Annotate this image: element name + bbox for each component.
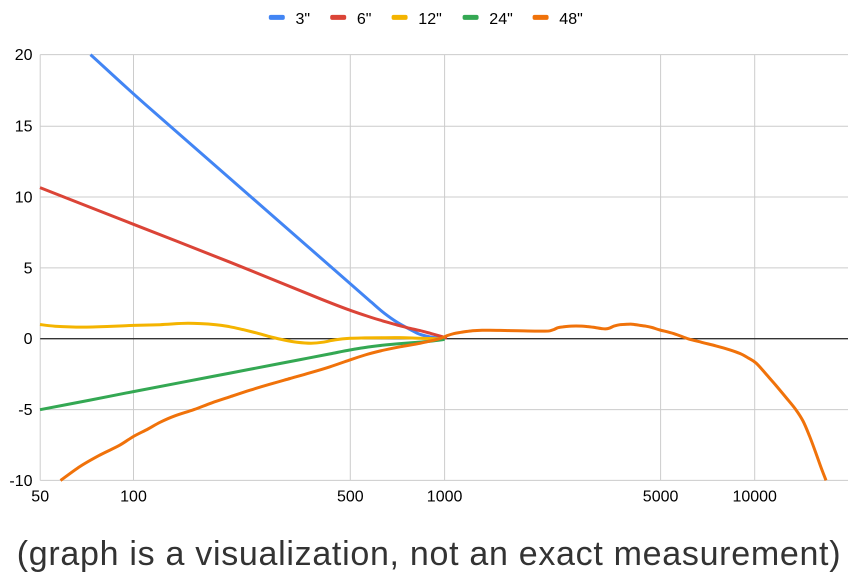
svg-text:12": 12" — [418, 11, 441, 28]
svg-text:15: 15 — [15, 119, 33, 136]
svg-text:5: 5 — [24, 260, 33, 277]
svg-text:48": 48" — [559, 11, 582, 28]
svg-text:(graph is a visualization, not: (graph is a visualization, not an exact … — [17, 535, 841, 573]
svg-text:0: 0 — [24, 331, 33, 348]
svg-text:500: 500 — [337, 489, 364, 506]
svg-text:5000: 5000 — [643, 489, 679, 506]
svg-text:-10: -10 — [9, 473, 32, 490]
svg-text:100: 100 — [120, 489, 147, 506]
svg-text:10: 10 — [15, 190, 33, 207]
svg-text:50: 50 — [31, 489, 49, 506]
svg-text:24": 24" — [489, 11, 512, 28]
svg-text:10000: 10000 — [732, 489, 777, 506]
svg-text:3": 3" — [296, 11, 311, 28]
svg-text:20: 20 — [15, 47, 33, 64]
svg-text:-5: -5 — [18, 402, 32, 419]
svg-text:1000: 1000 — [427, 489, 463, 506]
svg-text:6": 6" — [357, 11, 372, 28]
